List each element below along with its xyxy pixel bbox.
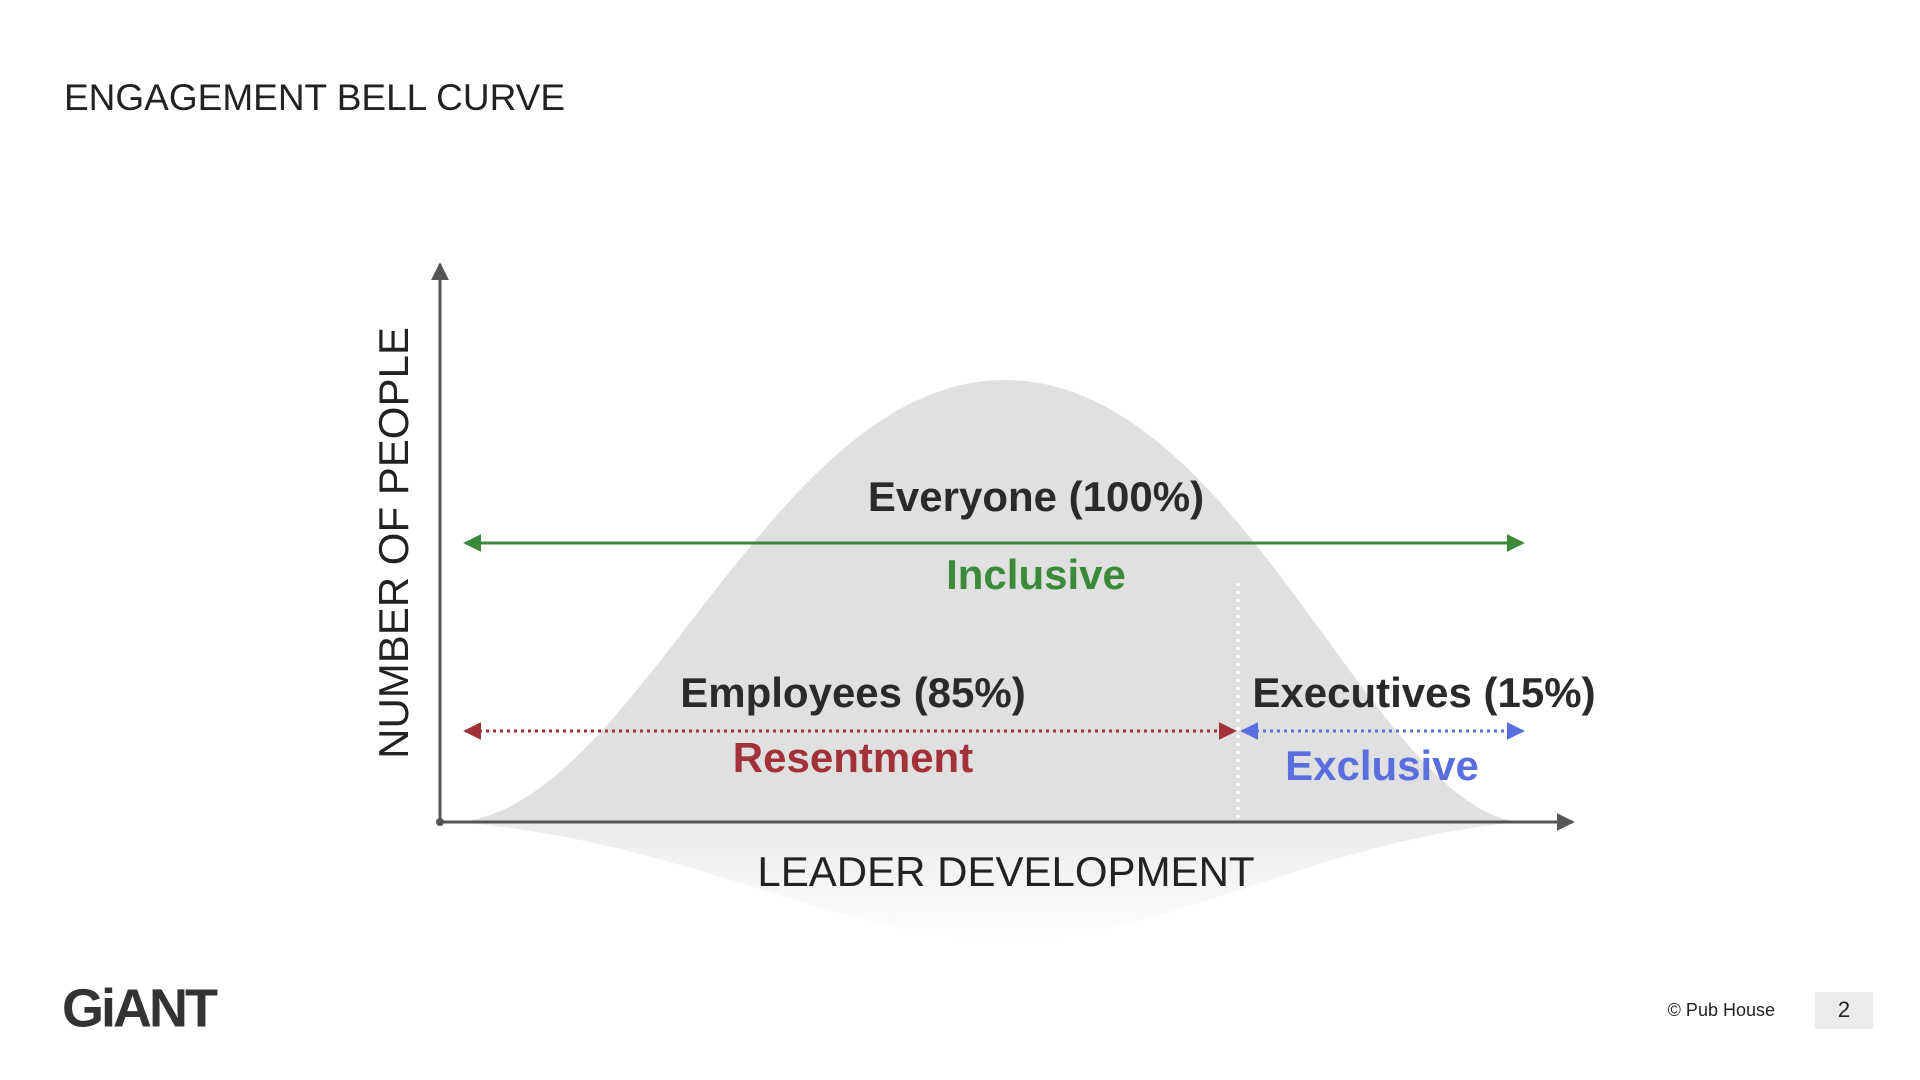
axis-origin: [436, 818, 444, 826]
y-axis-label: NUMBER OF PEOPLE: [370, 327, 417, 759]
resentment-caption: Resentment: [733, 734, 973, 781]
bell-curve: [459, 380, 1519, 822]
curve-reflection: [459, 822, 1519, 940]
x-axis-label: LEADER DEVELOPMENT: [757, 848, 1254, 895]
inclusive-caption: Inclusive: [946, 551, 1126, 598]
copyright: © Pub House: [1668, 1000, 1775, 1020]
slide-title: ENGAGEMENT BELL CURVE: [64, 77, 565, 118]
page-number: 2: [1838, 997, 1850, 1022]
everyone-label: Everyone (100%): [868, 473, 1204, 520]
employees-label: Employees (85%): [680, 669, 1025, 716]
exclusive-caption: Exclusive: [1285, 742, 1479, 789]
page-number-box: [1815, 992, 1873, 1029]
executives-label: Executives (15%): [1252, 669, 1595, 716]
logo: GiANT: [62, 978, 218, 1038]
